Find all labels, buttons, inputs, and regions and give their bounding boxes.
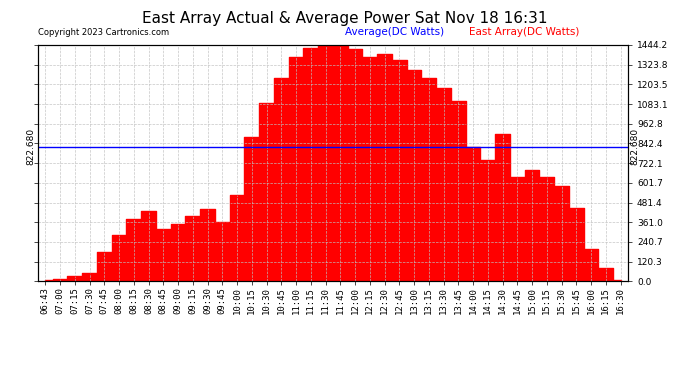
Text: East Array Actual & Average Power Sat Nov 18 16:31: East Array Actual & Average Power Sat No… (142, 11, 548, 26)
Text: Copyright 2023 Cartronics.com: Copyright 2023 Cartronics.com (38, 28, 169, 37)
Text: East Array(DC Watts): East Array(DC Watts) (469, 27, 579, 37)
Text: Average(DC Watts): Average(DC Watts) (345, 27, 444, 37)
